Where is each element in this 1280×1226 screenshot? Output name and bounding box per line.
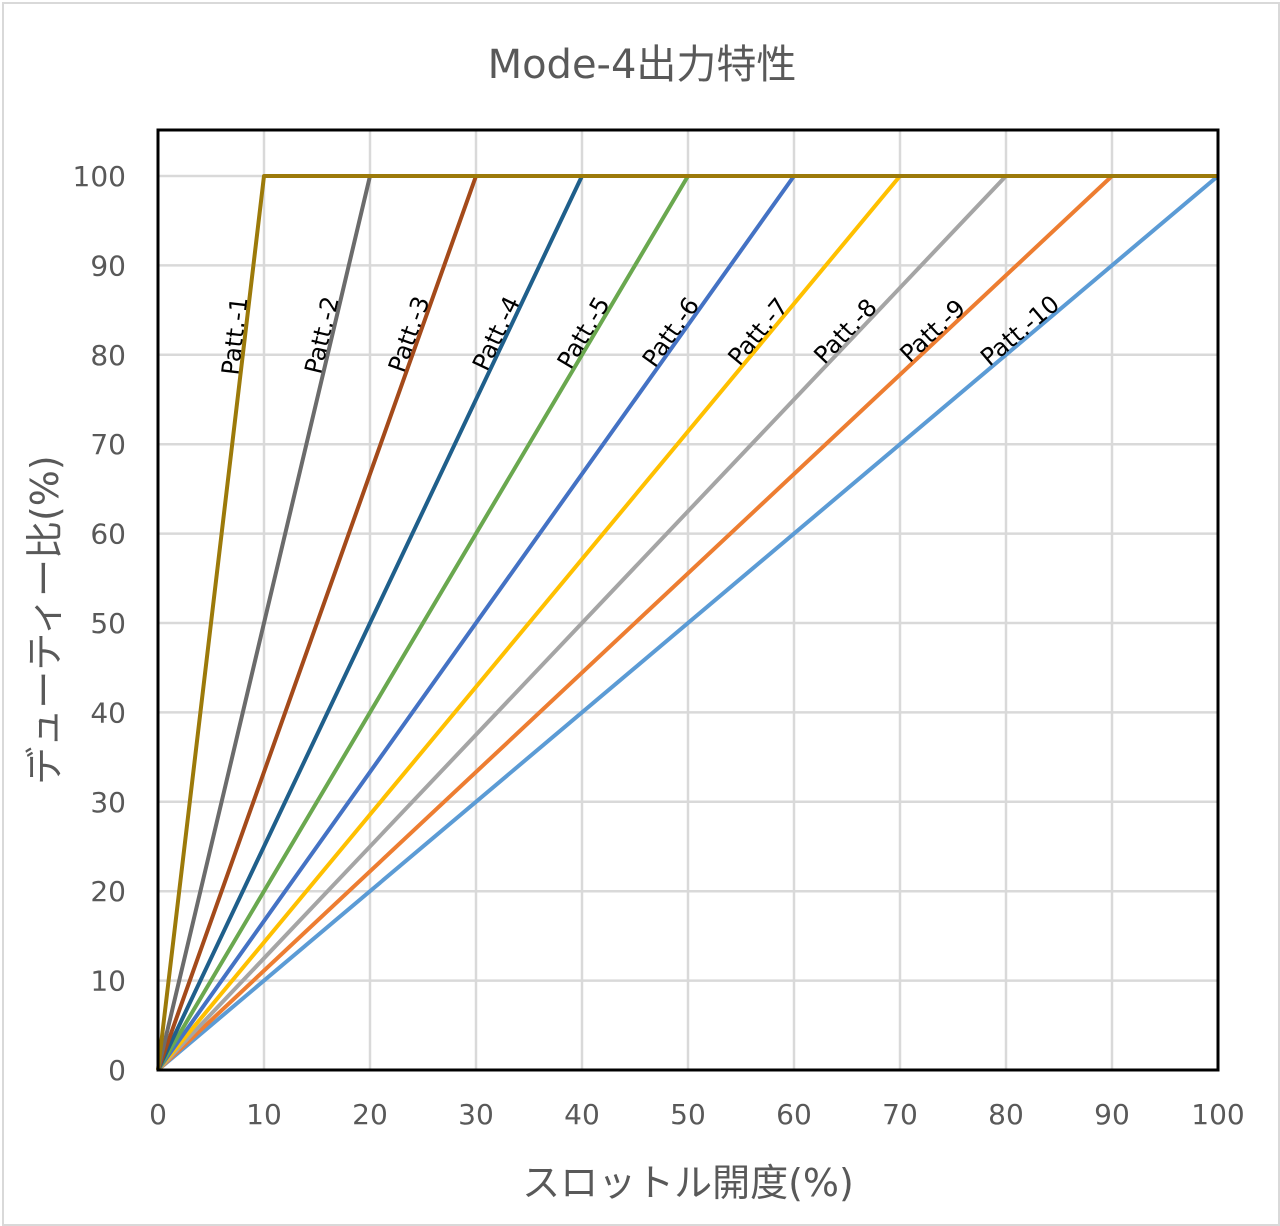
x-tick-label: 90 [1094, 1098, 1130, 1131]
y-tick-label: 80 [90, 339, 126, 372]
y-tick-label: 60 [90, 518, 126, 551]
x-tick-label: 70 [882, 1098, 918, 1131]
series-label: Patt.-9 [895, 294, 971, 368]
y-tick-label: 10 [90, 965, 126, 998]
tick-labels: 0 10 20 30 40 50 60 70 80 90 100 0 10 20 30 40 50 60 70 80 9… [73, 160, 1245, 1131]
series-label: Patt.-10 [975, 290, 1065, 372]
series-label: Patt.-5 [552, 292, 616, 374]
series-label: Patt.-2 [299, 294, 344, 377]
series-layer [156, 174, 1220, 1072]
x-tick-label: 100 [1191, 1098, 1244, 1131]
series-line [156, 174, 1220, 1072]
y-axis-title: デューティー比(%) [23, 455, 67, 784]
series-labels: Patt.-1 Patt.-2 Patt.-3 Patt.-4 Patt.-5 Patt.… [216, 290, 1064, 377]
chart-title: Mode-4出力特性 [488, 42, 797, 88]
y-tick-label: 50 [90, 607, 126, 640]
series-label: Patt.-1 [216, 295, 253, 376]
y-tick-label: 0 [108, 1054, 126, 1087]
series-label: Patt.-7 [722, 293, 794, 371]
x-tick-label: 0 [149, 1098, 167, 1131]
series-label: Patt.-6 [637, 292, 705, 372]
x-axis-title: スロットル開度(%) [522, 1161, 854, 1205]
grid [156, 130, 1220, 1072]
x-tick-label: 40 [564, 1098, 600, 1131]
y-tick-label: 70 [90, 428, 126, 461]
plot-border [156, 128, 1220, 1072]
series-label: Patt.-3 [383, 293, 436, 376]
x-tick-label: 20 [352, 1098, 388, 1131]
x-tick-label: 50 [670, 1098, 706, 1131]
y-tick-label: 40 [90, 696, 126, 729]
y-tick-label: 30 [90, 786, 126, 819]
y-tick-label: 20 [90, 875, 126, 908]
x-tick-label: 30 [458, 1098, 494, 1131]
x-tick-label: 80 [988, 1098, 1024, 1131]
y-tick-label: 100 [73, 160, 126, 193]
x-tick-label: 10 [246, 1098, 282, 1131]
y-tick-label: 90 [90, 249, 126, 282]
x-tick-label: 60 [776, 1098, 812, 1131]
series-line [156, 174, 1218, 1071]
series-label: Patt.-8 [808, 293, 882, 369]
